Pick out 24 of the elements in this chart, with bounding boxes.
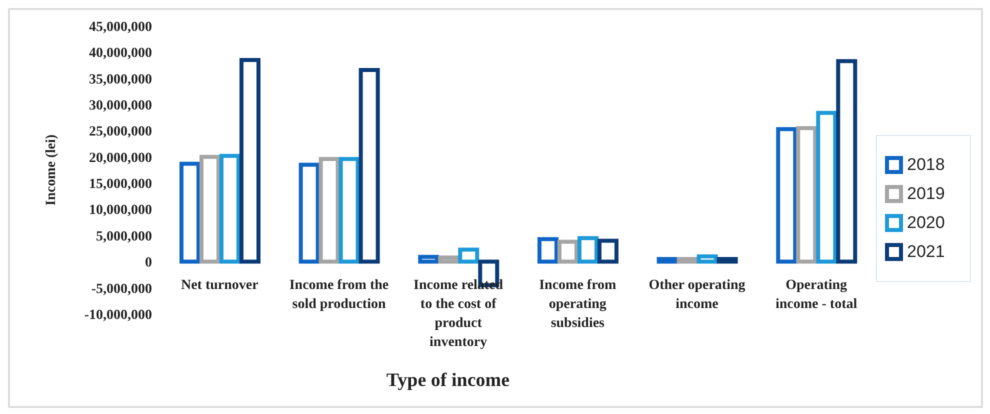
y-tick-label: 25,000,000 [89, 124, 152, 140]
y-tick-label: 20,000,000 [89, 150, 152, 166]
x-tick-label: Other operating income [648, 278, 746, 312]
y-tick-label: 30,000,000 [89, 98, 152, 114]
y-tick-label: 35,000,000 [89, 72, 152, 88]
x-axis-title: Type of income [385, 370, 511, 392]
x-tick-label: Income from operating subsidies [539, 278, 617, 331]
y-axis-title: Income (lei) [44, 134, 59, 206]
y-tick-label: 10,000,000 [89, 203, 152, 218]
x-tick-label: Income related to the cost of product inventory [414, 278, 504, 350]
y-tick-label: 0 [145, 256, 152, 271]
y-tick-label: -10,000,000 [84, 308, 152, 323]
legend-label: 2018 [907, 154, 945, 174]
legend-label: 2019 [907, 184, 945, 204]
legend-label: 2020 [907, 212, 945, 232]
x-tick-label: Net turnover [180, 278, 258, 293]
x-tick-label: Income from the sold production [289, 278, 389, 312]
y-tick-label: 5,000,000 [96, 229, 152, 244]
y-tick-label: -5,000,000 [91, 282, 152, 297]
y-tick-label: 15,000,000 [89, 177, 152, 192]
y-tick-label: 40,000,000 [89, 46, 152, 62]
y-tick-label: 45,000,000 [89, 20, 152, 35]
legend-label: 2021 [907, 242, 945, 262]
x-tick-label: Operating income - total [776, 278, 858, 312]
